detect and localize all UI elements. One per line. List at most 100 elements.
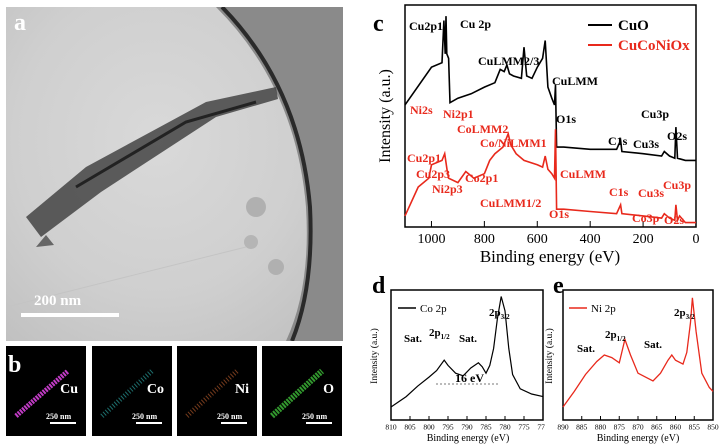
peak-label: CoLMM2 — [457, 122, 508, 136]
x-tick-label: 875 — [614, 423, 626, 432]
eds-element-label: Co — [146, 382, 164, 397]
x-tick-label: 865 — [651, 423, 663, 432]
sat-label: Sat. — [404, 333, 422, 345]
peak-label: Cu3s — [633, 137, 659, 151]
panel-e-letter: e — [553, 273, 564, 299]
tem-film-edge — [6, 246, 247, 308]
peak-label: Cu2p1 — [409, 19, 443, 33]
plot-frame — [404, 4, 697, 228]
plot-frame — [390, 289, 544, 421]
p32-sub: 3/2 — [686, 313, 695, 321]
tem-image: a 200 nm — [6, 7, 343, 341]
eds-scale-bar — [306, 422, 332, 424]
eds-map-cu: Cu 250 nm — [6, 346, 86, 436]
x-tick-label: 770 — [537, 423, 545, 432]
peak-label: Ni2s — [410, 103, 433, 117]
x-tick-label: 780 — [499, 423, 511, 432]
eds-cu-signal — [14, 369, 70, 418]
y-axis-label: Intensity (a.u.) — [369, 328, 380, 384]
eds-scale-bar — [50, 422, 76, 424]
p12-main: 2p — [429, 327, 441, 339]
x-tick-label: 800 — [423, 423, 435, 432]
x-tick-label: 860 — [670, 423, 682, 432]
peak-label: Cu2p3 — [416, 167, 450, 181]
y-axis-label: Intensity (a.u.) — [377, 69, 394, 163]
p12-main: 2p — [605, 329, 617, 341]
y-axis-label: Intensity (a.u.) — [544, 328, 555, 384]
x-tick-label: 850 — [707, 423, 719, 432]
peak-label: Ni2p1 — [443, 107, 474, 121]
survey-xps-chart: 1000 800 600 400 200 0 CuO CuCoNiOx Intensity… — [377, 4, 700, 266]
sat-label: Sat. — [459, 333, 477, 345]
ni2p-xps-chart: 890 885 880 875 870 865 860 855 850 Ni 2p Intens… — [544, 289, 719, 444]
x-tick-label: 785 — [480, 423, 492, 432]
legend-label-cuo: CuO — [618, 18, 649, 34]
eds-map-ni: Ni 250 nm — [177, 346, 257, 436]
peak-label: Cu3s — [638, 186, 664, 200]
panel-b-letter: b — [8, 352, 22, 378]
tem-drawing — [6, 7, 343, 341]
tem-particle — [246, 197, 266, 217]
peak-label: Cu 2p — [460, 17, 491, 31]
p32-label: 2p3/2 — [489, 307, 510, 321]
eds-element-label: Ni — [235, 382, 249, 397]
series-line-cuo — [404, 16, 696, 162]
panel-c-letter: c — [373, 11, 384, 37]
p32-main: 2p — [674, 307, 686, 319]
peak-label: O2s — [664, 213, 684, 227]
eds-scale-label: 250 nm — [217, 412, 243, 421]
p32-sub: 3/2 — [501, 313, 510, 321]
x-axis-label: Binding energy (eV) — [427, 433, 510, 444]
eds-scale-label: 250 nm — [302, 412, 328, 421]
peak-label: Co2p1 — [465, 171, 498, 185]
eds-scale-label: 250 nm — [132, 412, 158, 421]
eds-o-signal — [269, 368, 325, 419]
x-axis-label: Binding energy (eV) — [480, 247, 620, 266]
peak-label: C1s — [609, 185, 629, 199]
eds-map-co: Co 250 nm — [92, 346, 172, 436]
legend-label-cuconiox: CuCoNiOx — [618, 38, 690, 54]
x-tick-label: 885 — [576, 423, 588, 432]
series-line-ni2p — [562, 297, 714, 408]
peak-label: Cu3p — [641, 107, 669, 121]
scale-bar-label: 200 nm — [34, 293, 82, 309]
scale-bar — [21, 313, 119, 317]
legend-label-ni2p: Ni 2p — [591, 303, 616, 315]
eds-map-o: O 250 nm — [262, 346, 342, 436]
peak-label: C1s — [608, 134, 628, 148]
x-tick-label: 855 — [689, 423, 701, 432]
sat-label: Sat. — [644, 339, 662, 351]
tem-dark-edge — [216, 7, 343, 341]
legend-label-co2p: Co 2p — [420, 303, 447, 315]
peak-label: Cu2p1 — [407, 151, 441, 165]
panel-a-letter: a — [14, 10, 26, 36]
plot-frame — [562, 289, 714, 421]
tem-nanorod — [26, 87, 278, 237]
eds-scale-bar — [136, 422, 162, 424]
tem-fragment — [36, 235, 54, 247]
x-tick-label: 600 — [527, 232, 548, 247]
x-tick-label: 870 — [632, 423, 644, 432]
peak-label: CuLMM — [560, 167, 606, 181]
x-tick-label: 1000 — [417, 232, 445, 247]
co2p-xps-chart: 810 805 800 795 790 785 780 775 770 Co 2p Intens… — [369, 289, 545, 444]
eds-ni-signal — [185, 369, 239, 418]
x-tick-label: 805 — [404, 423, 416, 432]
x-tick-label: 200 — [633, 232, 654, 247]
peak-label: CuLMM — [552, 74, 598, 88]
peak-label: O2s — [667, 129, 687, 143]
peak-label: Ni2p3 — [432, 182, 463, 196]
panel-d-letter: d — [372, 273, 386, 299]
peak-label: Cu3p — [663, 178, 691, 192]
sat-label: Sat. — [577, 343, 595, 355]
p12-label: 2p1/2 — [605, 329, 626, 343]
x-tick-label: 0 — [693, 232, 700, 247]
x-tick-label: 775 — [518, 423, 530, 432]
peak-label: O1s — [556, 112, 576, 126]
x-tick-label: 795 — [442, 423, 454, 432]
p12-label: 2p1/2 — [429, 327, 450, 341]
eds-element-label: O — [323, 382, 334, 397]
peak-label: Co3p — [632, 211, 660, 225]
p32-label: 2p3/2 — [674, 307, 695, 321]
